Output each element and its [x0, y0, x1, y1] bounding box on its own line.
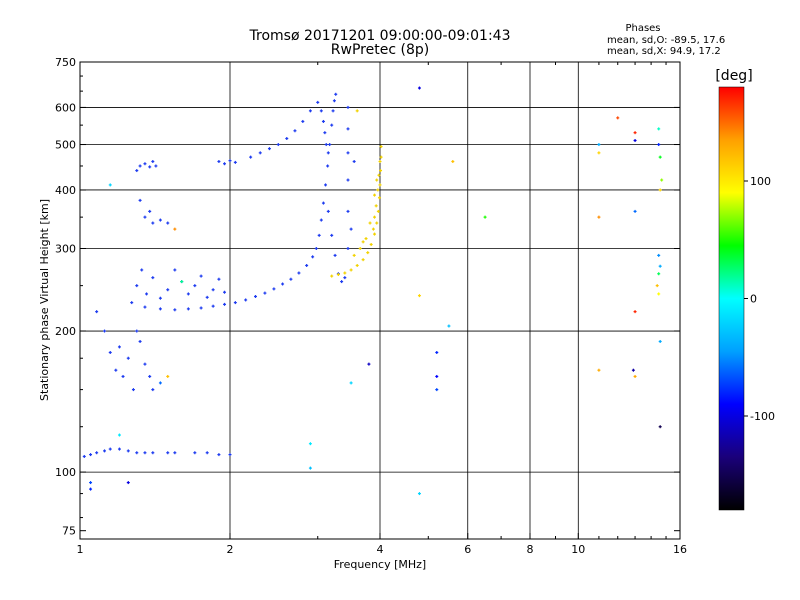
plot-area: 1 2 4 6 8 10 16 75 100 200 300 400 500 600 750	[55, 56, 687, 556]
ionogram-chart: Tromsø 20171201 09:00:00-09:01:43 RwPret…	[0, 0, 800, 600]
phases-heading: Phases	[625, 23, 660, 34]
y-tick-label: 750	[55, 56, 76, 69]
x-tick-label: 16	[673, 543, 687, 556]
y-tick-label: 500	[55, 139, 76, 152]
colorbar-tick-label: 0	[750, 293, 757, 306]
phase-stats-o: mean, sd,O: -89.5, 17.6	[607, 35, 725, 46]
x-tick-label: 8	[527, 543, 534, 556]
colorbar-tick-label: 100	[750, 175, 771, 188]
x-tick-label: 10	[571, 543, 585, 556]
x-axis-label: Frequency [MHz]	[334, 558, 426, 571]
x-tick-label: 2	[227, 543, 234, 556]
colorbar-tick-label: -100	[750, 410, 775, 423]
phase-stats-x: mean, sd,X: 94.9, 17.2	[607, 46, 721, 57]
x-tick-label: 4	[377, 543, 384, 556]
chart-subtitle: RwPretec (8p)	[331, 42, 429, 58]
colorbar	[719, 87, 744, 510]
y-tick-label: 400	[55, 184, 76, 197]
y-tick-label: 300	[55, 243, 76, 256]
colorbar-ticks: 100 0 -100	[744, 175, 775, 423]
x-tick-label: 1	[77, 543, 84, 556]
y-axis-label: Stationary phase Virtual Height [km]	[38, 199, 51, 401]
y-tick-label: 600	[55, 101, 76, 114]
y-tick-label: 75	[62, 525, 76, 538]
y-tick-label: 200	[55, 325, 76, 338]
y-tick-label: 100	[55, 466, 76, 479]
colorbar-label: [deg]	[715, 68, 752, 84]
x-tick-label: 6	[464, 543, 471, 556]
